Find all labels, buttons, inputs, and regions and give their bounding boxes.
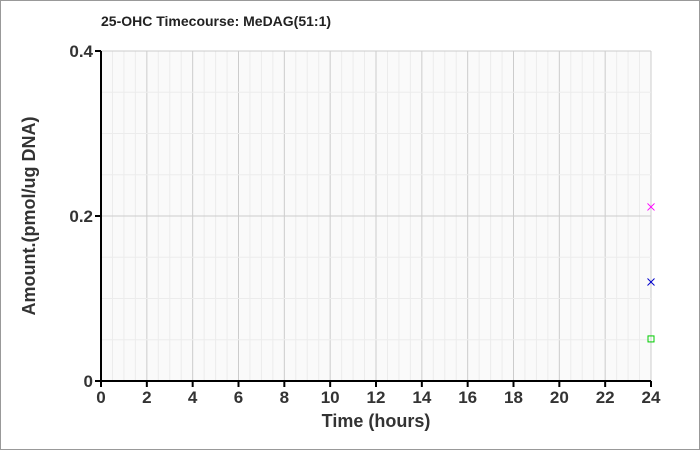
x-tick-label: 10: [321, 388, 340, 407]
x-tick-label: 0: [96, 388, 105, 407]
x-tick-label: 4: [188, 388, 198, 407]
x-tick-label: 18: [504, 388, 523, 407]
y-tick-label: 0: [84, 372, 93, 391]
data-point-x: [647, 278, 655, 286]
x-tick-label: 6: [234, 388, 243, 407]
x-mark-stroke: [647, 278, 655, 286]
y-tick-label: 0.4: [69, 42, 93, 61]
x-tick-label: 8: [280, 388, 289, 407]
y-axis-label: Amount.(pmol/ug DNA): [19, 117, 39, 316]
chart-title: 25-OHC Timecourse: MeDAG(51:1): [101, 13, 331, 29]
data-point-square: [647, 335, 655, 343]
x-tick-label: 16: [458, 388, 477, 407]
x-tick-label: 20: [550, 388, 569, 407]
x-tick-label: 24: [642, 388, 661, 407]
x-axis-label: Time (hours): [322, 411, 431, 431]
x-mark-stroke: [647, 203, 655, 211]
x-tick-label: 14: [412, 388, 431, 407]
x-tick-label: 12: [367, 388, 386, 407]
data-point-x: [647, 203, 655, 211]
y-tick-label: 0.2: [69, 207, 93, 226]
x-tick-label: 22: [596, 388, 615, 407]
x-tick-label: 2: [142, 388, 151, 407]
